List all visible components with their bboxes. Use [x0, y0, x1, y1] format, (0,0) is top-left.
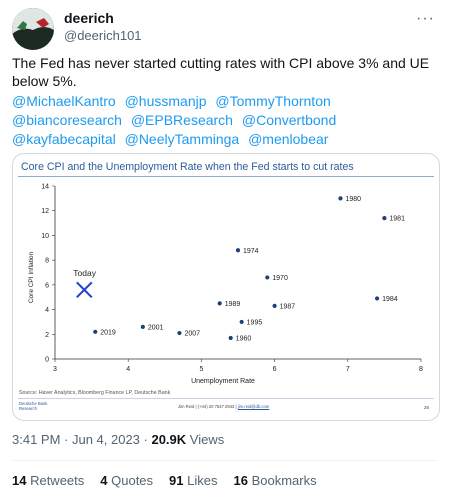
chart-source: Source: Haver Analytics, Bloomberg Finan…	[19, 390, 171, 396]
data-point-label: 1970	[272, 275, 288, 282]
mention-link[interactable]: @menlobear	[248, 131, 329, 147]
stat-count: 4	[100, 473, 108, 488]
stat-bookmarks[interactable]: 16 Bookmarks	[233, 473, 316, 488]
footer-brand-name: Deutsche Bank	[19, 401, 48, 406]
x-tick-label: 5	[199, 366, 203, 373]
stat-label: Quotes	[107, 473, 154, 488]
x-tick-label: 7	[346, 366, 350, 373]
mention-link[interactable]: @NeelyTamminga	[124, 131, 240, 147]
data-point	[93, 329, 98, 334]
data-point	[265, 275, 270, 280]
stat-retweets[interactable]: 14 Retweets	[12, 473, 84, 488]
data-point	[235, 248, 241, 253]
data-point	[338, 196, 343, 201]
x-tick-label: 6	[273, 366, 277, 373]
footer-contact: Jim Reid | (+44) 20 7547 2943 | jim.reid…	[178, 404, 269, 409]
views-count: 20.9K	[151, 432, 187, 447]
data-point-label: 1995	[247, 319, 263, 326]
data-point	[140, 324, 145, 329]
footer-contact-text: Jim Reid | (+44) 20 7547 2943 |	[178, 404, 238, 409]
display-name[interactable]: deerich	[64, 10, 114, 26]
data-point-label: 2007	[184, 331, 200, 338]
footer-brand-dept: Research	[19, 406, 37, 411]
x-axis-label: Unemployment Rate	[191, 378, 255, 385]
y-tick-label: 2	[45, 332, 49, 339]
mentions: @MichaelKantro @hussmanjp @TommyThornton…	[12, 92, 442, 149]
mention-link[interactable]: @Convertbond	[241, 112, 337, 128]
data-point	[239, 319, 244, 325]
data-point	[228, 335, 233, 341]
footer-rule	[18, 398, 434, 399]
today-marker	[76, 281, 93, 299]
y-tick-label: 0	[45, 357, 49, 364]
data-point-label: 1984	[382, 296, 398, 303]
avatar[interactable]	[12, 8, 54, 50]
today-label: Today	[73, 268, 96, 278]
divider	[12, 460, 437, 461]
data-point-label: 1987	[280, 303, 296, 310]
y-tick-label: 6	[45, 282, 49, 289]
data-point-label: 1980	[345, 196, 361, 203]
mention-link[interactable]: @TommyThornton	[215, 93, 331, 109]
data-point-label: 1960	[236, 335, 252, 342]
data-point	[272, 303, 277, 308]
data-point-label: 1989	[225, 301, 241, 308]
tweet-meta: 3:41 PM · Jun 4, 2023 · 20.9K Views	[12, 432, 224, 447]
stat-label: Bookmarks	[247, 473, 317, 488]
mention-link[interactable]: @MichaelKantro	[12, 93, 116, 109]
data-point-label: 2019	[100, 329, 116, 336]
mention-link[interactable]: @biancoresearch	[12, 112, 122, 128]
y-tick-label: 4	[45, 307, 49, 314]
data-point	[382, 216, 387, 221]
footer-email: jim.reid@db.com	[237, 404, 270, 409]
data-point-label: 1974	[243, 248, 259, 255]
data-point-label: 2001	[148, 324, 164, 331]
y-tick-label: 10	[41, 233, 49, 240]
data-point-label: 1981	[389, 216, 405, 223]
scatter-plot: 0 2 4 6 8 10 12 14 3 4 5 6 7 8 Unemployment Rate Core C…	[28, 184, 423, 386]
chart-image[interactable]: Core CPI and the Unemployment Rate when …	[12, 153, 440, 421]
data-point	[217, 301, 222, 306]
engagement-stats: 14 Retweets 4 Quotes 91 Likes 16 Bookmarks	[12, 473, 333, 488]
more-dots-icon[interactable]: ···	[416, 10, 435, 27]
x-tick-label: 3	[53, 366, 57, 373]
page-number: 26	[423, 405, 429, 410]
avatar-image	[12, 8, 54, 50]
data-point	[374, 296, 380, 301]
footer-brand: Deutsche Bank Research	[19, 401, 47, 411]
x-tick-label: 4	[126, 366, 130, 373]
views-label: Views	[186, 432, 225, 447]
timestamp[interactable]: 3:41 PM · Jun 4, 2023 ·	[12, 432, 152, 447]
y-tick-label: 14	[41, 184, 49, 191]
mention-link[interactable]: @kayfabecapital	[12, 131, 116, 147]
stat-label: Likes	[183, 473, 218, 488]
chart-title: Core CPI and the Unemployment Rate when …	[21, 161, 354, 173]
stat-count: 14	[12, 473, 27, 488]
y-axis-label: Core CPI Inflation	[28, 251, 35, 303]
stat-count: 91	[169, 473, 184, 488]
mention-link[interactable]: @hussmanjp	[124, 93, 207, 109]
stat-label: Retweets	[26, 473, 85, 488]
x-tick-label: 8	[419, 366, 423, 373]
stat-likes[interactable]: 91 Likes	[169, 473, 217, 488]
y-tick-label: 8	[45, 258, 49, 265]
user-handle[interactable]: @deerich101	[64, 28, 142, 43]
tweet-text: The Fed has never started cutting rates …	[12, 55, 430, 89]
stat-quotes[interactable]: 4 Quotes	[100, 473, 153, 488]
mention-link[interactable]: @EPBResearch	[130, 112, 233, 128]
title-rule	[18, 176, 434, 177]
stat-count: 16	[233, 473, 248, 488]
y-tick-label: 12	[41, 208, 49, 215]
data-point	[177, 330, 182, 336]
